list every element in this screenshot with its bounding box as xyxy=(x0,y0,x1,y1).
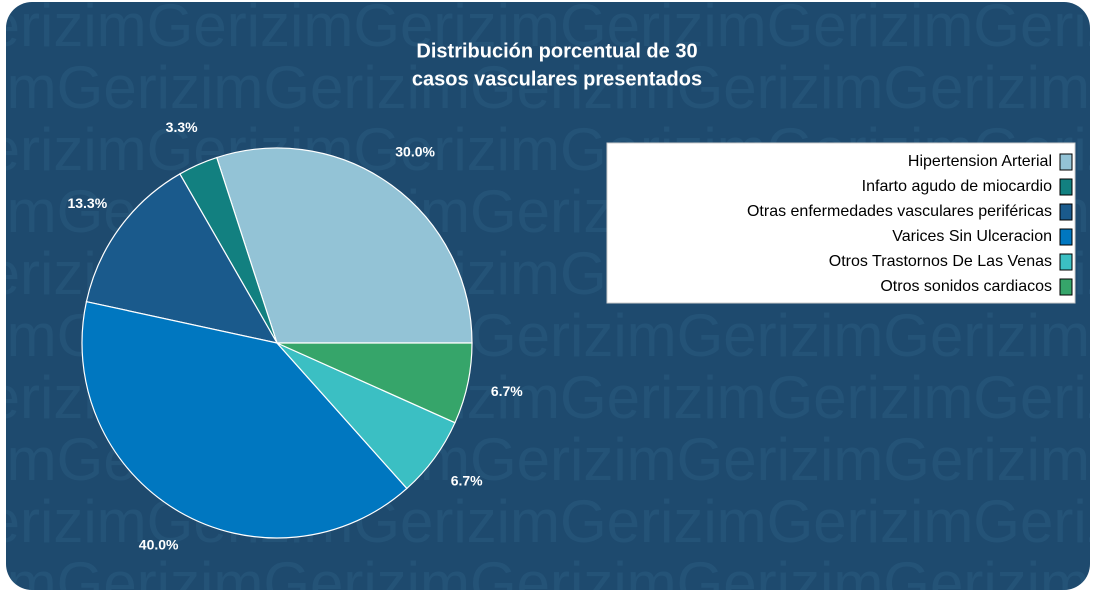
legend-box xyxy=(606,142,1076,304)
chart-title: Distribución porcentual de 30 xyxy=(416,40,697,62)
legend-label: Infarto agudo de miocardio xyxy=(862,178,1052,195)
legend-swatch xyxy=(1059,278,1073,296)
pie-slice xyxy=(81,300,408,539)
pie-slice xyxy=(215,147,473,344)
pie-slice xyxy=(276,342,473,424)
legend-label: Otros sonidos cardiacos xyxy=(880,278,1052,295)
legend-label: Varices Sin Ulceracion xyxy=(892,228,1052,245)
value-label: 30.0% xyxy=(395,144,435,160)
watermark: GerizimGerizimGerizimGerizimGerizimGeriz… xyxy=(0,54,1090,121)
legend-swatch xyxy=(1059,153,1073,171)
chart-subtitle: casos vasculares presentados xyxy=(412,68,702,90)
legend-swatch xyxy=(1059,253,1073,271)
watermark: GerizimGerizimGerizimGerizimGerizimGeriz… xyxy=(0,0,1094,59)
legend-label: Hipertension Arterial xyxy=(908,153,1052,170)
legend-swatch xyxy=(1059,203,1073,221)
pie-slice xyxy=(85,173,279,344)
value-label: 6.7% xyxy=(451,472,483,488)
value-label: 13.3% xyxy=(67,195,107,211)
legend-label: Otras enfermedades vasculares periférica… xyxy=(747,203,1052,220)
legend-swatch xyxy=(1059,228,1073,246)
legend-swatch xyxy=(1059,178,1073,196)
value-label: 6.7% xyxy=(491,383,523,399)
watermark: GerizimGerizimGerizimGerizimGerizimGeriz… xyxy=(0,550,1090,594)
value-label: 3.3% xyxy=(166,119,198,135)
value-label: 40.0% xyxy=(139,537,179,553)
legend-label: Otros Trastornos De Las Venas xyxy=(829,253,1052,270)
